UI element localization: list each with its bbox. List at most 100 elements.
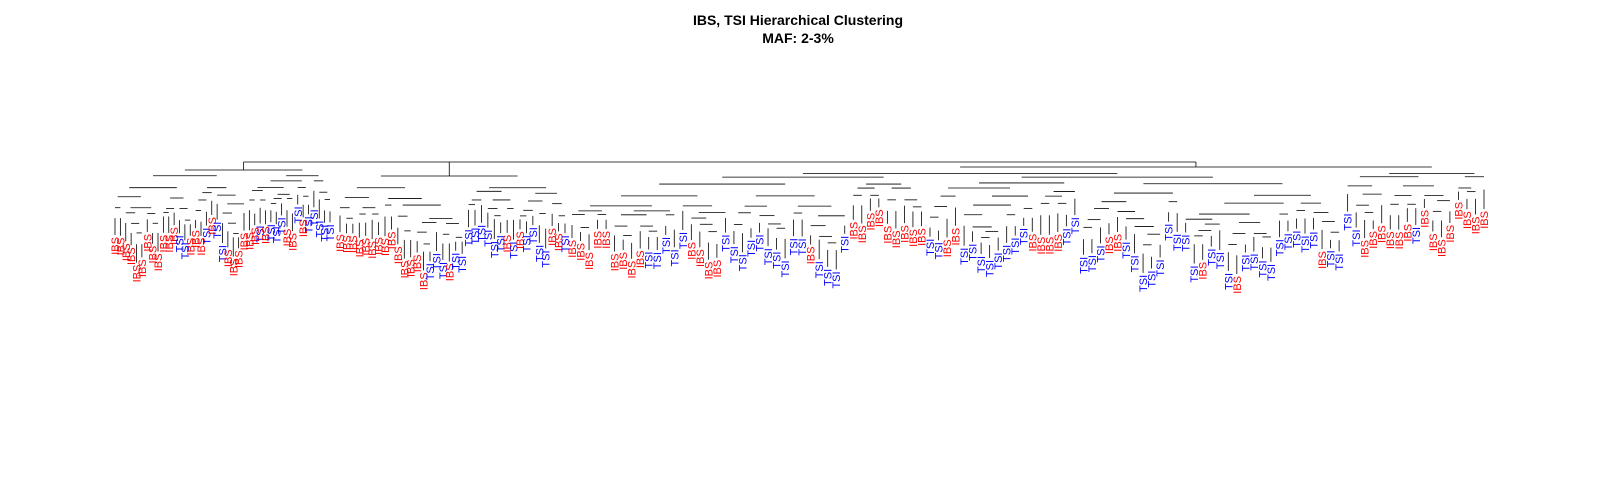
leaf-label: TSI: [1147, 271, 1159, 288]
leaf-label: IBS: [601, 231, 613, 249]
leaf-label: TSI: [521, 235, 533, 252]
leaf-label: IBS: [250, 227, 262, 245]
leaf-label: TSI: [489, 241, 501, 258]
leaf-label: IBS: [703, 262, 715, 280]
leaf-label: IBS: [806, 247, 818, 265]
leaf-label: IBS: [686, 242, 698, 260]
leaf-label: IBS: [695, 249, 707, 267]
leaf-label: IBS: [618, 252, 630, 270]
leaf-label: TSI: [669, 249, 681, 266]
leaf-label: TSI: [266, 224, 278, 241]
leaf-label: IBS: [348, 235, 360, 253]
leaf-label: IBS: [354, 240, 366, 258]
leaf-label: TSI: [1164, 224, 1176, 241]
leaf-label: IBS: [412, 254, 424, 272]
leaf-label: IBS: [1453, 202, 1465, 220]
leaf-label: TSI: [320, 225, 332, 242]
leaf-label: IBS: [137, 259, 149, 277]
leaf-label: TSI: [1257, 260, 1269, 277]
leaf-label: IBS: [576, 243, 588, 261]
leaf-label: IBS: [1385, 231, 1397, 249]
leaf-label: IBS: [419, 272, 431, 290]
leaf-label: TSI: [534, 245, 546, 262]
leaf-label: TSI: [1138, 275, 1150, 292]
leaf-label: TSI: [528, 227, 540, 244]
leaf-label: TSI: [976, 256, 988, 273]
leaf-label: TSI: [1283, 233, 1295, 250]
leaf-label: IBS: [234, 250, 246, 268]
leaf-label: TSI: [746, 240, 758, 257]
leaf-label: IBS: [110, 237, 122, 255]
leaf-label: TSI: [509, 242, 521, 259]
leaf-label: IBS: [196, 238, 208, 256]
leaf-label: TSI: [541, 250, 553, 267]
leaf-label: TSI: [1010, 238, 1022, 255]
leaf-label: IBS: [223, 249, 235, 267]
leaf-label: IBS: [1402, 224, 1414, 242]
leaf-label: IBS: [627, 261, 639, 279]
leaf-label: TSI: [968, 244, 980, 261]
leaf-label: IBS: [153, 254, 165, 272]
leaf-label: IBS: [287, 233, 299, 251]
leaf-label: IBS: [1112, 234, 1124, 252]
leaf-label: IBS: [142, 234, 154, 252]
leaf-label: IBS: [380, 238, 392, 256]
leaf-label: IBS: [361, 238, 373, 256]
leaf-label: IBS: [1368, 231, 1380, 249]
leaf-label: TSI: [212, 222, 224, 239]
leaf-label: TSI: [1172, 234, 1184, 251]
leaf-label: TSI: [934, 242, 946, 259]
leaf-label: IBS: [261, 226, 273, 244]
leaf-label: IBS: [191, 230, 203, 248]
leaf-label: IBS: [515, 231, 527, 249]
leaf-label: TSI: [309, 209, 321, 226]
leaf-label: IBS: [502, 235, 514, 253]
leaf-label: TSI: [1411, 227, 1423, 244]
leaf-label: IBS: [1360, 240, 1372, 258]
leaf-label: IBS: [1462, 211, 1474, 229]
leaf-label: TSI: [1334, 254, 1346, 271]
leaf-label: IBS: [848, 222, 860, 240]
leaf-label: IBS: [554, 233, 566, 251]
leaf-label: IBS: [865, 213, 877, 231]
leaf-label: TSI: [271, 226, 283, 243]
leaf-label: TSI: [431, 253, 443, 270]
leaf-label: TSI: [1121, 242, 1133, 259]
leaf-label: IBS: [1036, 237, 1048, 255]
leaf-label: IBS: [298, 219, 310, 237]
leaf-label: TSI: [180, 242, 192, 259]
leaf-label: IBS: [115, 238, 127, 256]
leaf-label: TSI: [1155, 259, 1167, 276]
leaf-label: IBS: [1470, 217, 1482, 235]
leaf-label: TSI: [1215, 252, 1227, 269]
leaf-label: IBS: [341, 235, 353, 253]
leaf-label: TSI: [1078, 257, 1090, 274]
leaf-label: IBS: [567, 240, 579, 258]
leaf-label: TSI: [483, 230, 495, 247]
leaf-label: IBS: [712, 260, 724, 278]
leaf-label: TSI: [1061, 228, 1073, 245]
leaf-label: IBS: [1394, 232, 1406, 250]
leaf-label: IBS: [158, 235, 170, 253]
leaf-label: TSI: [797, 238, 809, 255]
leaf-label: IBS: [282, 229, 294, 247]
leaf-label: IBS: [1232, 276, 1244, 294]
leaf-label: IBS: [635, 250, 647, 268]
leaf-label: TSI: [1130, 255, 1142, 272]
leaf-label: TSI: [780, 260, 792, 277]
leaf-label: TSI: [1189, 266, 1201, 283]
leaf-label: TSI: [304, 216, 316, 233]
leaf-label: IBS: [367, 241, 379, 259]
leaf-label: TSI: [457, 256, 469, 273]
leaf-label: IBS: [335, 234, 347, 252]
leaf-label: TSI: [476, 225, 488, 242]
leaf-label: IBS: [244, 232, 256, 250]
leaf-label: TSI: [464, 229, 476, 246]
leaf-label: TSI: [1291, 231, 1303, 248]
leaf-label: IBS: [593, 231, 605, 249]
leaf-label: IBS: [148, 246, 160, 264]
chart-subtitle: MAF: 2-3%: [762, 30, 834, 46]
leaf-label: IBS: [399, 261, 411, 279]
leaf-label: TSI: [652, 252, 664, 269]
leaf-label: TSI: [1274, 239, 1286, 256]
